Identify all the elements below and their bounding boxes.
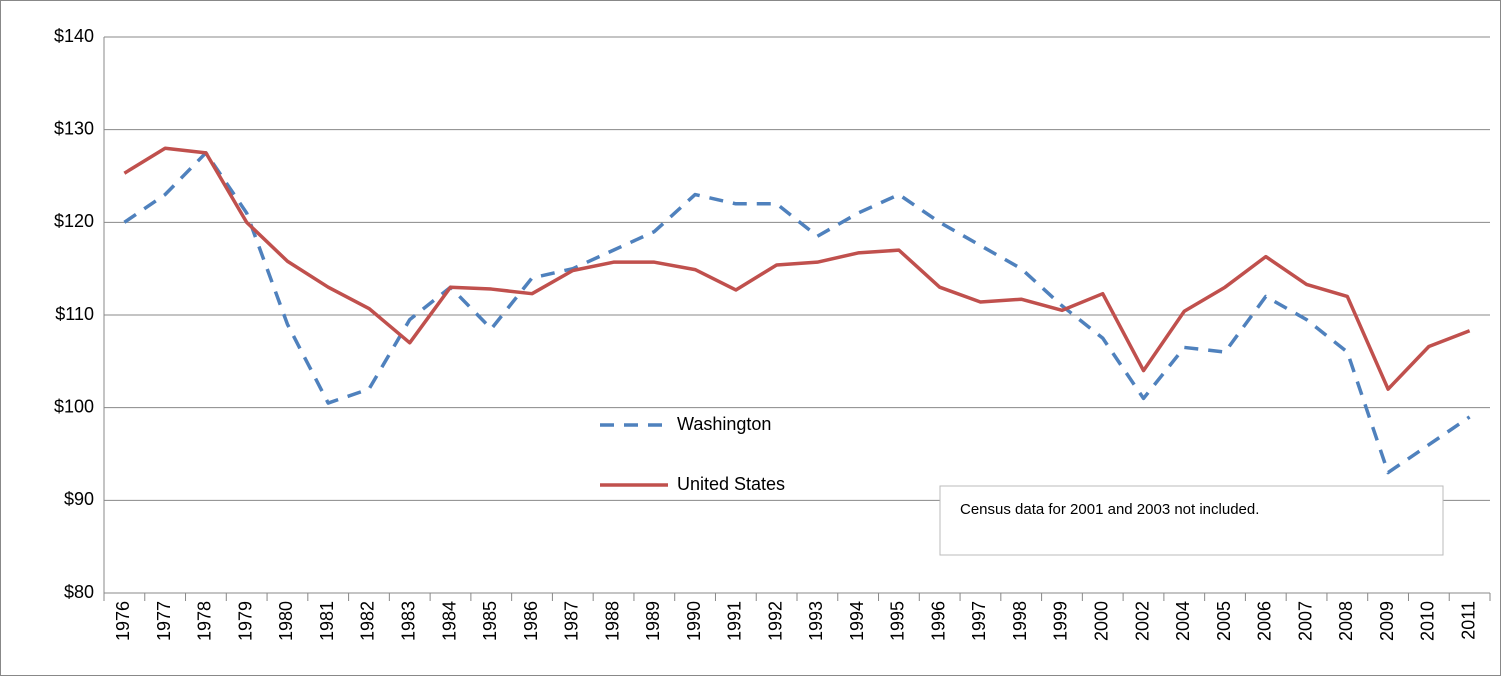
x-tick-label: 1976 xyxy=(113,601,133,641)
x-tick-label: 1981 xyxy=(317,601,337,641)
x-tick-label: 2009 xyxy=(1377,601,1397,641)
x-tick-label: 1988 xyxy=(602,601,622,641)
x-tick-label: 2004 xyxy=(1173,601,1193,641)
x-tick-label: 2007 xyxy=(1295,601,1315,641)
x-tick-label: 1993 xyxy=(806,601,826,641)
x-tick-label: 1986 xyxy=(521,601,541,641)
x-tick-label: 2006 xyxy=(1255,601,1275,641)
x-tick-label: 1990 xyxy=(684,601,704,641)
x-tick-label: 1977 xyxy=(154,601,174,641)
x-tick-label: 1997 xyxy=(969,601,989,641)
series-line xyxy=(123,146,1471,391)
x-tick-label: 1998 xyxy=(1010,601,1030,641)
x-tick-label: 2008 xyxy=(1336,601,1356,641)
x-tick-label: 1982 xyxy=(358,601,378,641)
series-line xyxy=(123,151,1471,475)
x-tick-label: 2002 xyxy=(1132,601,1152,641)
y-tick-label: $90 xyxy=(64,489,94,509)
x-tick-label: 1985 xyxy=(480,601,500,641)
x-tick-label: 1979 xyxy=(235,601,255,641)
legend-label: Washington xyxy=(677,414,771,434)
y-tick-label: $100 xyxy=(54,396,94,416)
x-tick-label: 2010 xyxy=(1418,601,1438,641)
annotation-box xyxy=(939,485,1444,556)
y-tick-label: $140 xyxy=(54,26,94,46)
x-tick-label: 1999 xyxy=(1051,601,1071,641)
y-tick-label: $120 xyxy=(54,211,94,231)
x-tick-label: 1984 xyxy=(439,601,459,641)
x-tick-label: 2000 xyxy=(1091,601,1111,641)
x-tick-label: 2011 xyxy=(1458,601,1478,640)
x-tick-label: 1994 xyxy=(847,601,867,641)
y-tick-label: $80 xyxy=(64,582,94,602)
y-tick-label: $110 xyxy=(55,304,94,324)
x-tick-label: 1989 xyxy=(643,601,663,641)
x-tick-label: 1991 xyxy=(725,601,745,641)
legend-label: United States xyxy=(677,474,785,494)
x-tick-label: 1983 xyxy=(398,601,418,641)
x-tick-label: 1992 xyxy=(765,601,785,641)
x-tick-label: 1995 xyxy=(888,601,908,641)
x-tick-label: 1996 xyxy=(928,601,948,641)
y-tick-label: $130 xyxy=(54,118,94,138)
x-tick-label: 2005 xyxy=(1214,601,1234,641)
x-tick-label: 1987 xyxy=(562,601,582,641)
x-tick-label: 1978 xyxy=(195,601,215,641)
x-tick-label: 1980 xyxy=(276,601,296,641)
annotation: Census data for 2001 and 2003 not includ… xyxy=(960,501,1259,518)
